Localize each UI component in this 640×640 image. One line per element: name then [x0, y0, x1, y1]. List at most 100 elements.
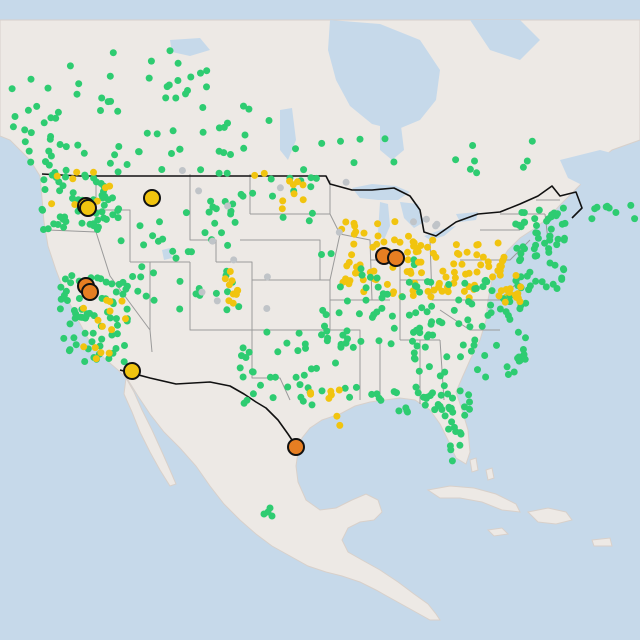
sensor-point-good[interactable]	[114, 321, 121, 329]
sensor-point-good[interactable]	[182, 90, 189, 98]
sensor-point-good[interactable]	[279, 213, 287, 221]
sensor-point-moderate[interactable]	[414, 258, 422, 266]
sensor-point-good[interactable]	[411, 355, 419, 363]
sensor-point-good[interactable]	[441, 412, 449, 420]
sensor-point-good[interactable]	[211, 219, 219, 227]
sensor-point-good[interactable]	[496, 305, 504, 313]
alert-marker-unhealthy-sensitive[interactable]	[81, 283, 99, 301]
sensor-point-moderate[interactable]	[452, 241, 460, 249]
sensor-point-no-data[interactable]	[263, 273, 271, 281]
sensor-point-good[interactable]	[482, 373, 490, 381]
sensor-point-good[interactable]	[153, 130, 161, 138]
sensor-point-good[interactable]	[528, 137, 536, 145]
sensor-point-good[interactable]	[448, 457, 456, 465]
sensor-point-good[interactable]	[21, 138, 29, 146]
sensor-point-moderate[interactable]	[494, 267, 502, 275]
sensor-point-good[interactable]	[431, 406, 439, 414]
sensor-point-good[interactable]	[142, 292, 150, 300]
sensor-point-good[interactable]	[446, 405, 453, 413]
sensor-point-moderate[interactable]	[260, 169, 268, 177]
sensor-point-moderate[interactable]	[53, 172, 61, 180]
sensor-point-moderate[interactable]	[514, 294, 522, 302]
sensor-point-moderate[interactable]	[474, 241, 482, 248]
sensor-point-good[interactable]	[66, 62, 74, 70]
sensor-point-good[interactable]	[410, 328, 417, 336]
sensor-point-good[interactable]	[150, 269, 157, 277]
sensor-point-moderate[interactable]	[374, 232, 382, 240]
sensor-point-good[interactable]	[313, 364, 320, 372]
sensor-point-good[interactable]	[424, 278, 431, 286]
sensor-point-good[interactable]	[54, 221, 62, 228]
sensor-point-good[interactable]	[531, 215, 539, 223]
sensor-point-good[interactable]	[73, 90, 81, 98]
sensor-point-moderate[interactable]	[73, 168, 81, 176]
sensor-point-good[interactable]	[106, 72, 114, 80]
sensor-point-good[interactable]	[162, 94, 170, 102]
sensor-point-moderate[interactable]	[279, 197, 287, 205]
sensor-point-no-data[interactable]	[213, 297, 221, 305]
sensor-point-good[interactable]	[531, 252, 539, 260]
sensor-point-good[interactable]	[90, 174, 98, 182]
sensor-point-good[interactable]	[62, 173, 69, 181]
sensor-point-good[interactable]	[33, 102, 41, 110]
sensor-point-good[interactable]	[140, 241, 148, 249]
sensor-point-good[interactable]	[493, 341, 500, 349]
sensor-point-good[interactable]	[119, 290, 127, 298]
sensor-point-good[interactable]	[241, 131, 249, 139]
sensor-point-good[interactable]	[318, 139, 326, 147]
sensor-point-good[interactable]	[357, 265, 365, 273]
sensor-point-good[interactable]	[416, 329, 424, 337]
sensor-point-moderate[interactable]	[108, 326, 116, 334]
sensor-point-good[interactable]	[74, 141, 82, 149]
sensor-point-moderate[interactable]	[413, 245, 421, 252]
sensor-point-good[interactable]	[423, 393, 431, 401]
sensor-point-good[interactable]	[243, 396, 251, 404]
sensor-point-good[interactable]	[90, 222, 98, 230]
sensor-point-good[interactable]	[546, 236, 554, 244]
sensor-point-good[interactable]	[561, 234, 568, 242]
sensor-point-good[interactable]	[165, 81, 173, 89]
sensor-point-good[interactable]	[129, 273, 137, 280]
sensor-point-good[interactable]	[100, 214, 108, 222]
sensor-point-good[interactable]	[446, 442, 454, 450]
sensor-point-good[interactable]	[510, 368, 518, 376]
sensor-point-moderate[interactable]	[444, 288, 452, 296]
sensor-point-good[interactable]	[466, 323, 474, 331]
sensor-point-good[interactable]	[307, 183, 315, 191]
sensor-point-good[interactable]	[323, 327, 331, 335]
sensor-point-moderate[interactable]	[348, 251, 356, 259]
sensor-point-good[interactable]	[62, 166, 70, 174]
sensor-point-good[interactable]	[27, 129, 35, 137]
sensor-point-good[interactable]	[455, 296, 463, 304]
sensor-point-moderate[interactable]	[225, 281, 233, 289]
sensor-point-good[interactable]	[350, 159, 358, 167]
sensor-point-good[interactable]	[67, 279, 75, 287]
sensor-point-moderate[interactable]	[286, 177, 294, 185]
sensor-point-good[interactable]	[515, 221, 523, 229]
sensor-point-no-data[interactable]	[276, 184, 284, 192]
sensor-point-good[interactable]	[135, 148, 143, 156]
sensor-point-good[interactable]	[223, 169, 231, 177]
sensor-point-good[interactable]	[9, 123, 17, 131]
sensor-point-no-data[interactable]	[422, 215, 430, 223]
sensor-point-good[interactable]	[266, 504, 274, 512]
sensor-point-good[interactable]	[203, 67, 211, 75]
sensor-point-good[interactable]	[245, 105, 253, 113]
sensor-point-moderate[interactable]	[91, 344, 99, 352]
sensor-point-good[interactable]	[549, 280, 557, 288]
sensor-point-moderate[interactable]	[479, 253, 487, 261]
sensor-point-good[interactable]	[379, 290, 387, 298]
sensor-point-good[interactable]	[257, 381, 264, 389]
sensor-point-good[interactable]	[378, 304, 386, 312]
sensor-point-good[interactable]	[523, 157, 531, 165]
sensor-point-moderate[interactable]	[299, 196, 307, 204]
sensor-point-moderate[interactable]	[118, 297, 126, 305]
sensor-point-moderate[interactable]	[463, 248, 471, 256]
sensor-point-good[interactable]	[145, 74, 153, 82]
sensor-point-good[interactable]	[375, 337, 383, 345]
sensor-point-good[interactable]	[47, 133, 55, 140]
sensor-point-good[interactable]	[471, 157, 478, 165]
sensor-point-good[interactable]	[504, 371, 512, 378]
sensor-point-good[interactable]	[274, 348, 282, 356]
sensor-point-good[interactable]	[518, 209, 526, 216]
